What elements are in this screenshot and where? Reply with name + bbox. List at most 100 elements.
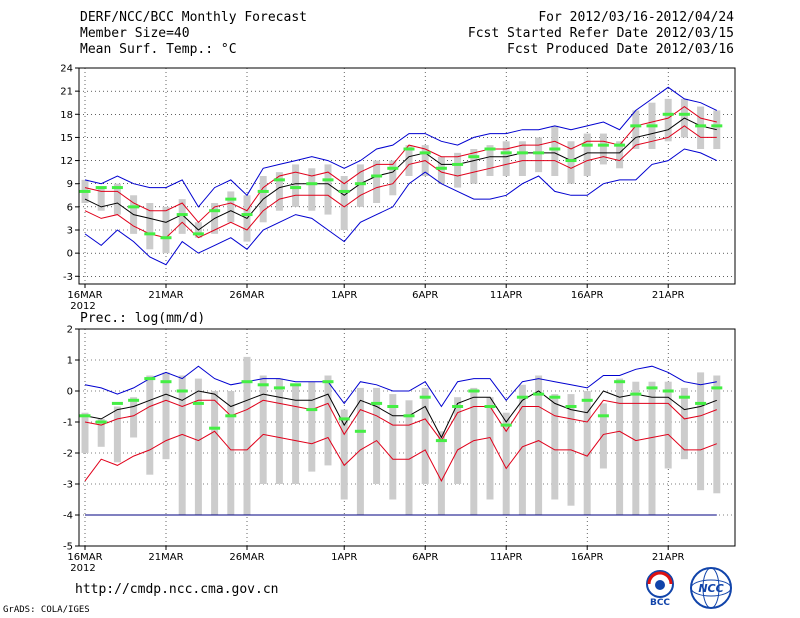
panel2-xtick-label: 26MAR — [229, 552, 264, 563]
panel1-obs-marker — [516, 151, 528, 155]
panel1-series-lower — [84, 105, 717, 224]
panel1-spread-bar — [227, 191, 235, 223]
panel2-obs-marker — [160, 380, 172, 384]
panel1-obs-marker — [338, 189, 350, 193]
panel2-xtick-sublabel: 2012 — [70, 563, 95, 574]
panel1-ytick-label: 9 — [67, 179, 73, 190]
panel2-spread-bar — [680, 387, 688, 460]
panel2-ytick-label: -2 — [63, 449, 73, 460]
panel1-spread-bar — [340, 176, 348, 230]
panel1-spread-bar — [437, 156, 445, 184]
panel2-spread-bar — [211, 391, 219, 515]
panel2-obs-marker — [484, 405, 496, 408]
panel2-spread-bar — [259, 375, 267, 484]
panel2-spread-bar — [470, 387, 478, 515]
panel2-obs-marker — [646, 386, 658, 390]
panel1-obs-marker — [322, 178, 334, 182]
panel2-obs-marker — [468, 389, 480, 393]
panel2-spread-bar — [454, 397, 462, 484]
panel1-obs-marker — [452, 162, 464, 166]
panel2-obs-marker — [322, 380, 334, 384]
panel1-xtick-label: 21MAR — [148, 290, 183, 301]
logo-bcc-text: BCC — [650, 598, 670, 608]
panel1-ytick-label: -3 — [63, 272, 73, 283]
panel2-series-lower — [84, 430, 717, 482]
panel1-xtick-label: 16MAR — [67, 290, 102, 301]
panel1-obs-marker — [533, 151, 545, 155]
panel1-spread-bar — [583, 133, 591, 176]
panel2-spread-bar — [518, 384, 526, 515]
panel2-spread-bar — [616, 378, 624, 515]
panel1-obs-marker — [387, 166, 399, 170]
panel1-obs-marker — [711, 124, 723, 128]
grads-credit: GrADS: COLA/IGES — [3, 605, 90, 615]
panel1-obs-marker — [95, 186, 107, 190]
panel2-spread-bar — [632, 381, 640, 515]
panel2-xtick-label: 6APR — [412, 552, 438, 563]
panel1-obs-marker — [695, 124, 707, 128]
panel1-obs-marker — [128, 205, 140, 209]
panel1-xtick-sublabel: 2012 — [70, 301, 95, 312]
panel2-obs-marker — [387, 405, 399, 408]
panel2-series-mean — [84, 390, 717, 439]
panel1-obs-marker — [403, 147, 415, 151]
panel2-spread-bar — [178, 375, 186, 515]
panel2-spread-bar — [551, 394, 559, 500]
panel2-spread-bar — [113, 406, 121, 463]
panel2-xtick-label: 21MAR — [148, 552, 183, 563]
panel2-spread-bar — [340, 409, 348, 500]
panel1-spread-bar — [178, 199, 186, 234]
panel2-obs-marker — [79, 414, 91, 418]
panel2-ytick-label: -1 — [63, 418, 73, 429]
panel1-obs-marker — [209, 209, 221, 213]
panel1-ytick-label: 24 — [60, 64, 73, 75]
panel2-obs-marker — [533, 392, 545, 396]
panel1-xtick-label: 16APR — [571, 290, 604, 301]
panel2-ytick-label: -3 — [63, 480, 73, 491]
panel2-xtick-label: 16APR — [571, 552, 604, 563]
panel2-series-max — [84, 365, 717, 408]
panel1-obs-marker — [630, 124, 642, 128]
panel2-spread-bar — [535, 375, 543, 515]
panel2-series-upper — [84, 399, 717, 442]
footer-url[interactable]: http://cmdp.ncc.cma.gov.cn — [75, 582, 279, 597]
panel1-obs-marker — [484, 147, 496, 151]
panel2-spread-bar — [356, 387, 364, 515]
panel1-obs-marker — [468, 155, 480, 159]
panel1-ytick-label: 6 — [67, 202, 73, 213]
panel1-obs-marker — [225, 197, 237, 201]
panel2-obs-marker — [209, 426, 221, 430]
panel2-spread-bar — [502, 412, 510, 515]
panel1-series-min — [84, 86, 718, 208]
panel2-obs-marker — [549, 395, 561, 399]
logo-ncc-text: NCC — [698, 582, 723, 595]
panel2-spread-bar — [130, 397, 138, 438]
panel1-obs-marker — [549, 147, 561, 151]
panel2-ytick-label: 2 — [67, 325, 73, 336]
started-refer-date: Fcst Started Refer Date 2012/03/15 — [467, 26, 734, 41]
panel1-xtick-label: 26MAR — [229, 290, 264, 301]
member-size: Member Size=40 — [80, 26, 190, 41]
panel2-spread-bar — [486, 397, 494, 500]
panel2-obs-marker — [306, 408, 318, 412]
panel1-ytick-label: 0 — [67, 249, 73, 260]
panel2-obs-marker — [614, 380, 626, 384]
panel2-spread-bar — [583, 391, 591, 515]
panel1-spread-bar — [97, 187, 105, 211]
panel1-spread-bar — [275, 172, 283, 211]
bcc-logo: BCC — [646, 570, 674, 608]
panel2-obs-marker — [241, 380, 253, 384]
panel2-frame — [78, 328, 736, 547]
panel1-obs-marker — [160, 236, 172, 240]
panel1-spread-bar — [292, 164, 300, 207]
panel1-obs-marker — [646, 124, 658, 128]
panel2-spread-bar — [421, 387, 429, 484]
panel2-obs-marker — [516, 395, 528, 399]
panel1-obs-marker — [111, 186, 123, 190]
panel1-spread-bar — [324, 164, 332, 215]
panel1-ytick-label: 15 — [60, 133, 73, 144]
panel1-spread-bar — [567, 141, 575, 184]
panel1-obs-marker — [614, 143, 626, 147]
panel2-spread-bar — [162, 372, 170, 460]
